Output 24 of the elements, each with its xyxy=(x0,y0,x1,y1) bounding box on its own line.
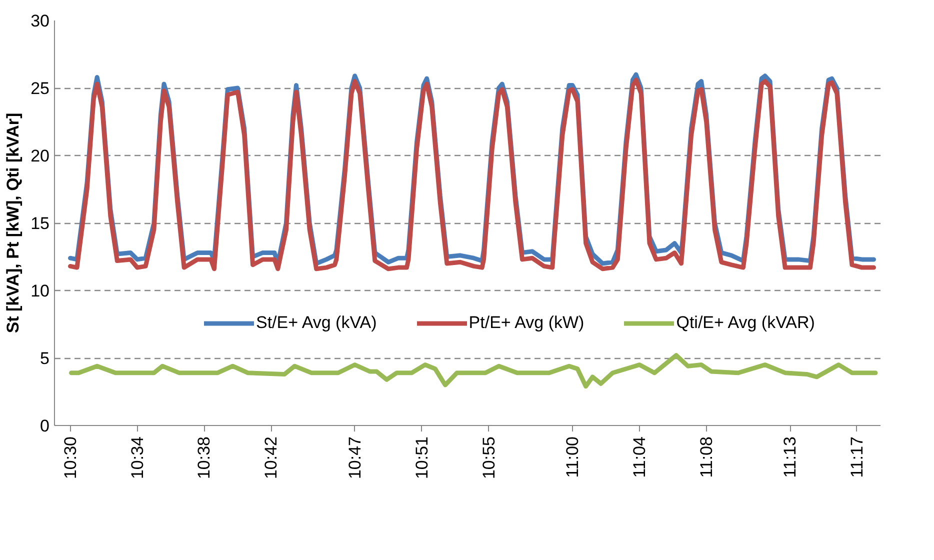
x-tick-label: 10:34 xyxy=(128,436,147,480)
x-tick-label: 11:04 xyxy=(630,436,649,478)
x-tick-label: 10:47 xyxy=(345,436,364,480)
legend-label: St/E+ Avg (kVA) xyxy=(256,313,377,333)
x-tick-label: 10:51 xyxy=(412,436,432,480)
x-tick-label: 11:13 xyxy=(780,436,800,478)
x-tick-label: 11:00 xyxy=(562,436,582,478)
y-axis-title: St [kVA], Pt [kW], Qti [kVAr] xyxy=(4,112,23,334)
y-tick-label: 20 xyxy=(30,146,50,166)
x-tick-label: 10:30 xyxy=(60,436,80,480)
y-tick-label: 30 xyxy=(30,12,50,30)
y-tick-label: 5 xyxy=(40,349,50,368)
legend-label: Pt/E+ Avg (kW) xyxy=(468,313,584,333)
y-tick-label: 10 xyxy=(30,282,50,300)
y-tick-label: 0 xyxy=(40,416,50,436)
legend-label: Qti/E+ Avg (kVAR) xyxy=(676,313,815,333)
line-series xyxy=(69,353,878,389)
x-tick-label: 10:38 xyxy=(194,436,214,480)
x-tick-label: 11:17 xyxy=(848,436,866,478)
x-tick-label: 10:55 xyxy=(479,436,498,480)
x-tick-label: 11:08 xyxy=(696,436,716,478)
x-tick-label: 10:42 xyxy=(262,436,281,480)
y-tick-label: 25 xyxy=(30,79,50,98)
y-tick-label: 15 xyxy=(30,214,50,233)
